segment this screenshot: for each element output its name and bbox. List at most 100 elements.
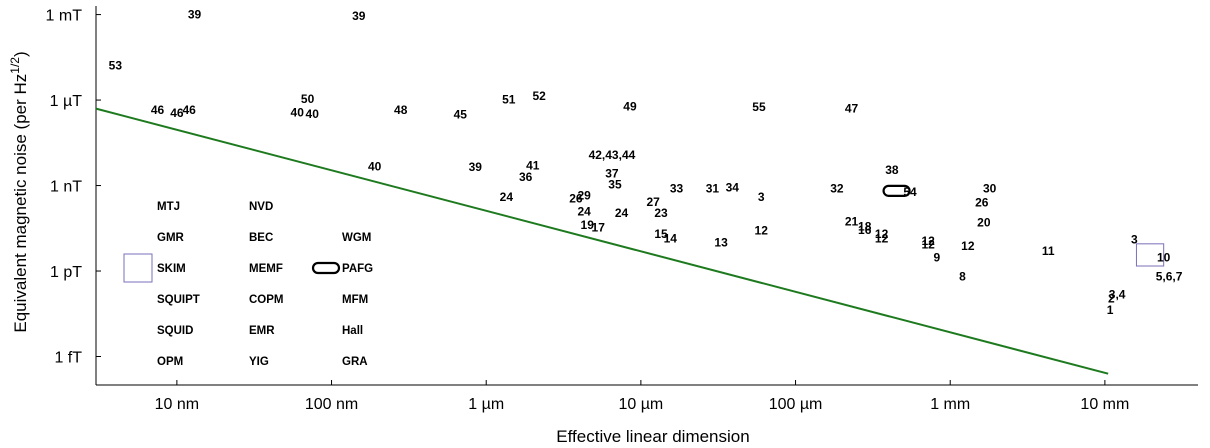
legend: MTJ GMR SKIM SQUIPT SQUID OPM NVD BEC MEMF COPM EM… xyxy=(123,201,373,368)
data-point-label: 3,4 xyxy=(1109,288,1126,302)
legend-label: COPM xyxy=(249,294,284,306)
data-point-label: 46 xyxy=(170,106,184,120)
data-point-label: 34 xyxy=(726,181,740,195)
y-tick-label: 1 µT xyxy=(50,93,83,110)
data-point-label: 49 xyxy=(623,99,637,113)
data-point-label: 3 xyxy=(758,190,765,204)
y-axis-label: Equivalent magnetic noise (per Hz1/2) xyxy=(8,51,30,332)
data-point-label: 29 xyxy=(578,188,592,202)
data-point-label: 31 xyxy=(706,181,720,195)
legend-label: BEC xyxy=(249,232,273,244)
data-point-label: 45 xyxy=(454,108,468,122)
axes xyxy=(95,6,1198,386)
data-point-label: 8 xyxy=(959,269,966,283)
data-point-label: 40 xyxy=(368,159,382,173)
data-point-label: 24 xyxy=(500,190,514,204)
axis-ticks: 10 nm 100 nm 1 µm 10 µm 100 µm 1 mm 10 mm 1 fT 1… xyxy=(46,8,1130,413)
data-point-label: 21 xyxy=(845,214,859,228)
data-point-label: 12 xyxy=(921,238,935,252)
data-point-label: 46 xyxy=(151,103,165,117)
data-point-label: 18 xyxy=(858,219,872,233)
data-point-label: 40 xyxy=(291,106,305,120)
legend-label: MFM xyxy=(342,294,368,306)
legend-label: NVD xyxy=(249,201,273,213)
legend-label: GMR xyxy=(157,232,185,244)
data-point-label: 39 xyxy=(352,9,366,23)
data-point-label: 27 xyxy=(646,195,660,209)
data-point-label: 24 xyxy=(578,204,592,218)
legend-label: YIG xyxy=(249,356,269,368)
data-point-label: 55 xyxy=(752,100,766,114)
data-point-label: 12 xyxy=(875,231,889,245)
data-point-label: 16 xyxy=(858,223,872,237)
data-point-label: 10 xyxy=(1157,250,1171,264)
y-axis-label-main: Equivalent magnetic noise (per Hz xyxy=(11,74,30,333)
x-tick-label: 10 µm xyxy=(618,396,663,413)
y-axis-label-exponent: 1/2 xyxy=(8,57,22,74)
data-point-label: 48 xyxy=(394,103,408,117)
data-point-label: 12 xyxy=(875,227,889,241)
legend-label: MTJ xyxy=(157,201,180,213)
trend-line xyxy=(95,107,1109,375)
data-point-label: 52 xyxy=(532,89,546,103)
data-point-label: 19 xyxy=(581,218,595,232)
data-point-label: 54 xyxy=(903,185,917,199)
y-tick-label: 1 nT xyxy=(50,179,82,196)
legend-label: OPM xyxy=(157,356,183,368)
data-point-label: 30 xyxy=(983,181,997,195)
legend-label: PAFG xyxy=(342,263,373,275)
data-point-label: 23 xyxy=(654,206,668,220)
data-point-label: 15 xyxy=(654,227,668,241)
data-point-label: 37 xyxy=(605,167,619,181)
x-tick-label: 1 mm xyxy=(930,396,970,413)
data-point-label: 26 xyxy=(975,196,989,210)
data-point-label: 12 xyxy=(921,234,935,248)
data-point-label: 32 xyxy=(830,181,844,195)
data-point-label: 24 xyxy=(615,206,629,220)
data-point-label: 12 xyxy=(961,239,975,253)
data-point-label: 39 xyxy=(188,8,202,22)
x-tick-label: 100 µm xyxy=(769,396,823,413)
data-point-label: 36 xyxy=(519,170,533,184)
y-tick-label: 1 mT xyxy=(46,8,83,25)
legend-label: SKIM xyxy=(157,263,186,275)
y-tick-label: 1 pT xyxy=(50,264,82,281)
data-point-label: 17 xyxy=(592,220,606,234)
data-point-label: 41 xyxy=(526,159,540,173)
trend-line-group xyxy=(95,107,1109,375)
x-axis-label: Effective linear dimension xyxy=(556,427,749,446)
legend-label: MEMF xyxy=(249,263,283,275)
data-point-label: 26 xyxy=(569,192,583,206)
data-point-label: 51 xyxy=(502,92,516,106)
pafg-region-pill xyxy=(882,184,911,197)
x-tick-label: 1 µm xyxy=(468,396,504,413)
data-point-label: 14 xyxy=(664,231,678,245)
data-point-label: 33 xyxy=(670,181,684,195)
legend-label: GRA xyxy=(342,356,368,368)
legend-marker-box xyxy=(123,253,153,283)
data-point-label: 46 xyxy=(182,103,196,117)
legend-label: Hall xyxy=(342,325,363,337)
y-tick-label: 1 fT xyxy=(54,350,82,367)
data-point-label: 11 xyxy=(1042,244,1055,258)
data-point-label: 40 xyxy=(306,107,320,121)
legend-label: EMR xyxy=(249,325,275,337)
data-point-label: 53 xyxy=(109,59,123,73)
legend-label: WGM xyxy=(342,232,371,244)
data-point-label: 39 xyxy=(469,160,483,174)
data-point-label: 12 xyxy=(755,224,769,238)
legend-marker-pill xyxy=(311,261,341,275)
data-point-label: 2 xyxy=(1108,291,1115,305)
data-point-label: 5,6,7 xyxy=(1156,269,1183,283)
skim-region-box xyxy=(1135,243,1165,267)
legend-label: SQUIPT xyxy=(157,294,200,306)
data-point-label: 3 xyxy=(1131,232,1138,246)
data-point-label: 35 xyxy=(608,177,622,191)
data-point-label: 50 xyxy=(301,92,315,106)
data-point-label: 38 xyxy=(885,163,899,177)
region-markers xyxy=(882,184,1165,267)
data-point-label: 42,43,44 xyxy=(589,148,636,162)
data-point-label: 1 xyxy=(1107,303,1114,317)
